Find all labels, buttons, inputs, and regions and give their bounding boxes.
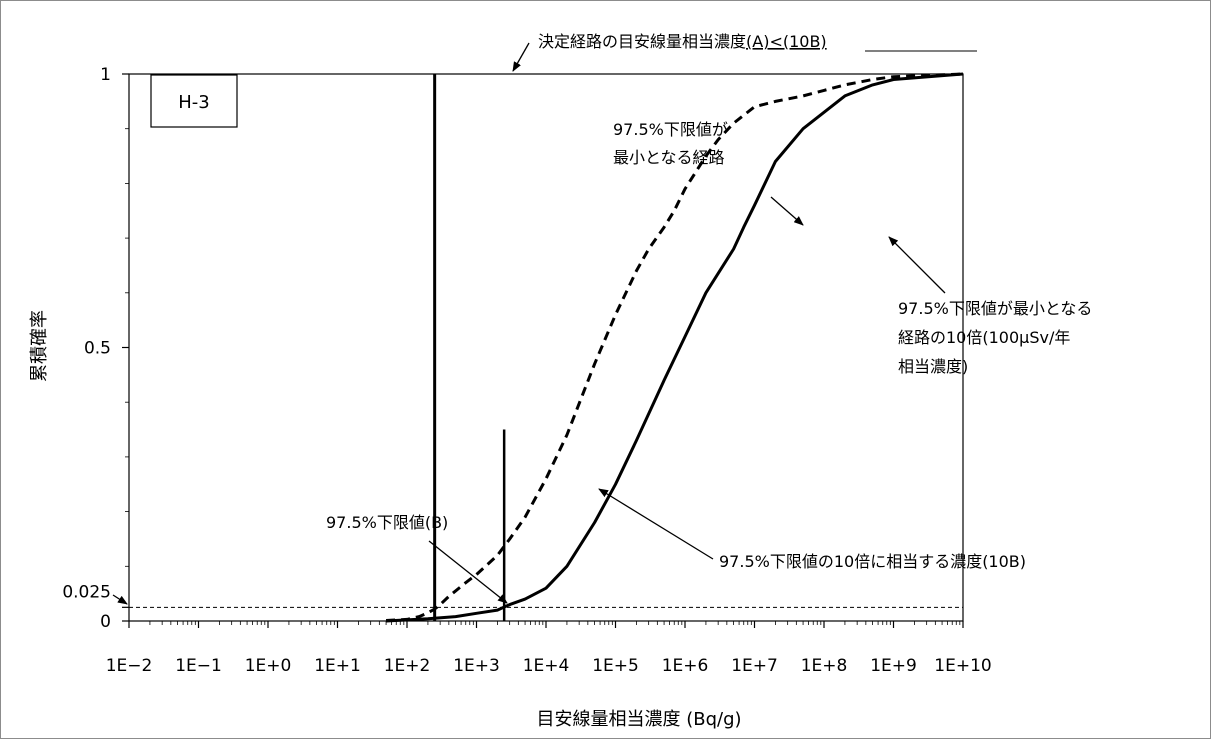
x-tick-label: 1E+0 [245, 656, 292, 676]
x-tick-label: 1E+5 [592, 656, 639, 676]
ten-b-label: 97.5%下限値の10倍に相当する濃度(10B) [719, 552, 1026, 571]
x-axis-ticks: 1E−2 1E−1 1E+0 1E+1 1E+2 1E+3 1E+4 1E+5 1E+6 1E+7… [106, 621, 992, 676]
x-tick-label: 1E−1 [175, 656, 222, 676]
y-tick-label: 1 [100, 65, 111, 85]
y-tick-label: 0.025 [62, 582, 111, 602]
series-group [386, 72, 964, 623]
solid-series-label-3: 相当濃度) [898, 357, 968, 376]
arrow-lower-b [428, 540, 508, 604]
x-axis-label: 目安線量相当濃度 (Bq/g) [536, 709, 741, 730]
arrow-solid-series [888, 236, 946, 294]
x-tick-label: 1E+6 [662, 656, 709, 676]
arrow-top-title [512, 42, 530, 72]
solid-series-label-1: 97.5%下限値が最小となる [898, 299, 1092, 318]
y-tick-label: 0.5 [84, 339, 111, 359]
y-axis-ticks: 0 0.025 0.5 1 [62, 65, 129, 632]
panel-label: H-3 [178, 92, 209, 113]
x-tick-label: 1E+4 [523, 656, 570, 676]
vertical-lines [433, 74, 506, 621]
panel-label-box [150, 74, 238, 128]
x-tick-label: 1E−2 [106, 656, 153, 676]
arrow-dashed-series [770, 196, 804, 226]
x-minor-ticks [149, 621, 961, 625]
series-line-dashed [386, 72, 964, 622]
x-tick-label: 1E+10 [934, 656, 991, 676]
top-title-main: 決定経路の目安線量相当濃度 [538, 32, 746, 51]
lower-b-label: 97.5%下限値(B) [326, 513, 448, 532]
x-tick-label: 1E+2 [384, 656, 431, 676]
x-tick-label: 1E+3 [453, 656, 500, 676]
dashed-series-label-1: 97.5%下限値が [613, 120, 728, 139]
x-tick-label: 1E+1 [314, 656, 361, 676]
y-tick-label: 0 [100, 612, 111, 632]
x-tick-label: 1E+7 [731, 656, 778, 676]
top-title-underlined: (A)<(10B) [746, 32, 827, 51]
series-line-solid [386, 72, 964, 623]
arrow-0025 [112, 594, 128, 605]
dashed-series-label-2: 最小となる経路 [613, 148, 725, 167]
x-tick-label: 1E+8 [801, 656, 848, 676]
solid-series-label-2: 経路の10倍(100μSv/年 [898, 328, 1070, 347]
y-axis-label: 累積確率 [29, 310, 50, 382]
x-tick-label: 1E+9 [870, 656, 917, 676]
top-title: 決定経路の目安線量相当濃度(A)<(10B) [538, 32, 827, 51]
arrow-ten-b [598, 488, 714, 560]
plot-area [128, 73, 964, 622]
